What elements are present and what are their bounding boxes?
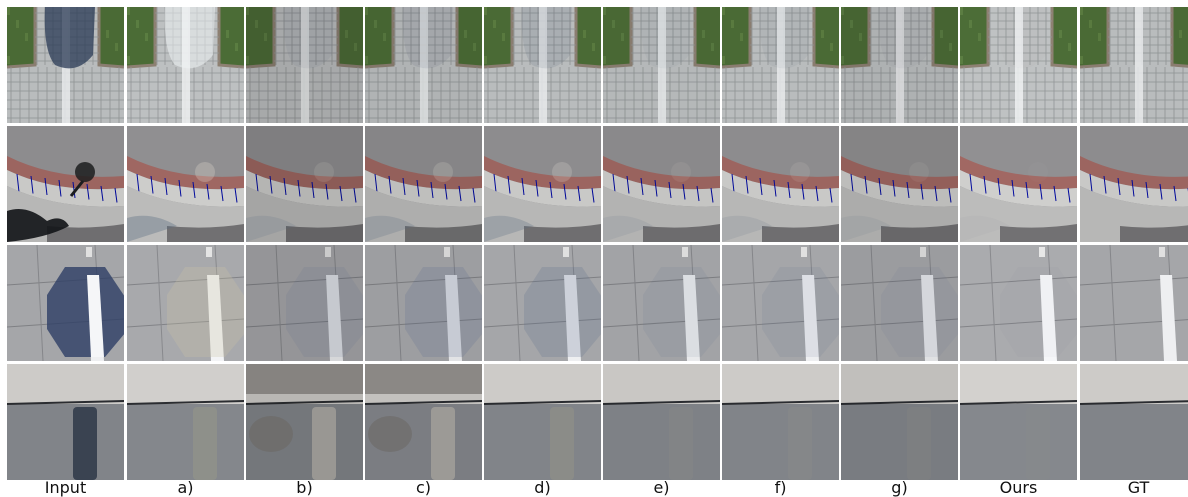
image-tile-stone-tiles-with-white-stripe-method-b: [246, 245, 363, 361]
umbrella-shadow-photo: [960, 7, 1077, 123]
image-tile-stone-tiles-with-white-stripe-gt: [1080, 245, 1188, 361]
person-and-tree-shadow-photo: [484, 126, 601, 242]
octagon-shadow-photo: [841, 245, 958, 361]
image-tile-paved-path-with-grass-method-b: [246, 7, 363, 123]
image-tile-stone-tiles-with-white-stripe-method-g: [841, 245, 958, 361]
image-tile-curb-with-brick-border-ours: [960, 126, 1077, 242]
pole-shadow-photo: [603, 364, 720, 480]
umbrella-shadow-photo: [365, 7, 482, 123]
image-tile-wall-and-floor-method-d: [484, 364, 601, 480]
pole-shadow-photo: [960, 364, 1077, 480]
person-and-tree-shadow-photo: [841, 126, 958, 242]
column-label: c): [415, 478, 432, 497]
image-tile-curb-with-brick-border-method-e: [603, 126, 720, 242]
image-tile-stone-tiles-with-white-stripe-ours: [960, 245, 1077, 361]
image-tile-curb-with-brick-border-method-c: [365, 126, 482, 242]
column-label: Ours: [999, 478, 1038, 497]
umbrella-shadow-photo: [246, 7, 363, 123]
column-label: f): [774, 478, 787, 497]
image-tile-stone-tiles-with-white-stripe-input: [7, 245, 124, 361]
column-label: Input: [44, 478, 87, 497]
column-label: b): [296, 478, 313, 497]
image-tile-paved-path-with-grass-method-c: [365, 7, 482, 123]
octagon-shadow-photo: [960, 245, 1077, 361]
image-tile-curb-with-brick-border-method-g: [841, 126, 958, 242]
image-tile-curb-with-brick-border-gt: [1080, 126, 1188, 242]
pole-shadow-photo: [841, 364, 958, 480]
pole-shadow-photo: [7, 364, 124, 480]
image-tile-curb-with-brick-border-method-b: [246, 126, 363, 242]
person-and-tree-shadow-photo: [127, 126, 244, 242]
image-tile-wall-and-floor-ours: [960, 364, 1077, 480]
column-label: e): [653, 478, 670, 497]
pole-shadow-photo: [722, 364, 839, 480]
octagon-shadow-photo: [722, 245, 839, 361]
person-and-tree-shadow-photo: [603, 126, 720, 242]
umbrella-shadow-photo: [841, 7, 958, 123]
image-tile-curb-with-brick-border-method-d: [484, 126, 601, 242]
image-tile-wall-and-floor-method-a: [127, 364, 244, 480]
person-and-tree-shadow-photo: [722, 126, 839, 242]
image-tile-wall-and-floor-gt: [1080, 364, 1188, 480]
image-tile-stone-tiles-with-white-stripe-method-c: [365, 245, 482, 361]
octagon-shadow-photo: [246, 245, 363, 361]
image-tile-paved-path-with-grass-method-e: [603, 7, 720, 123]
column-label: GT: [1127, 478, 1150, 497]
octagon-shadow-photo: [127, 245, 244, 361]
image-tile-stone-tiles-with-white-stripe-method-d: [484, 245, 601, 361]
umbrella-shadow-photo: [603, 7, 720, 123]
pole-shadow-photo: [365, 364, 482, 480]
umbrella-shadow-photo: [1080, 7, 1188, 123]
image-tile-wall-and-floor-method-f: [722, 364, 839, 480]
umbrella-shadow-photo: [7, 7, 124, 123]
image-tile-paved-path-with-grass-method-f: [722, 7, 839, 123]
pole-shadow-photo: [484, 364, 601, 480]
umbrella-shadow-photo: [127, 7, 244, 123]
umbrella-shadow-photo: [484, 7, 601, 123]
octagon-shadow-photo: [603, 245, 720, 361]
person-and-tree-shadow-photo: [365, 126, 482, 242]
image-tile-paved-path-with-grass-input: [7, 7, 124, 123]
pole-shadow-photo: [127, 364, 244, 480]
person-and-tree-shadow-photo: [1080, 126, 1188, 242]
image-tile-paved-path-with-grass-gt: [1080, 7, 1188, 123]
image-tile-curb-with-brick-border-input: [7, 126, 124, 242]
image-tile-stone-tiles-with-white-stripe-method-e: [603, 245, 720, 361]
octagon-shadow-photo: [365, 245, 482, 361]
pole-shadow-photo: [1080, 364, 1188, 480]
image-tile-wall-and-floor-input: [7, 364, 124, 480]
image-tile-wall-and-floor-method-b: [246, 364, 363, 480]
image-tile-wall-and-floor-method-g: [841, 364, 958, 480]
column-label: d): [534, 478, 551, 497]
image-tile-paved-path-with-grass-method-d: [484, 7, 601, 123]
image-tile-stone-tiles-with-white-stripe-method-a: [127, 245, 244, 361]
image-tile-paved-path-with-grass-method-g: [841, 7, 958, 123]
image-tile-wall-and-floor-method-c: [365, 364, 482, 480]
image-tile-curb-with-brick-border-method-f: [722, 126, 839, 242]
column-label: g): [891, 478, 908, 497]
person-and-tree-shadow-photo: [246, 126, 363, 242]
octagon-shadow-photo: [1080, 245, 1188, 361]
octagon-shadow-photo: [7, 245, 124, 361]
image-tile-curb-with-brick-border-method-a: [127, 126, 244, 242]
person-and-tree-shadow-photo: [960, 126, 1077, 242]
image-tile-wall-and-floor-method-e: [603, 364, 720, 480]
pole-shadow-photo: [246, 364, 363, 480]
umbrella-shadow-photo: [722, 7, 839, 123]
octagon-shadow-photo: [484, 245, 601, 361]
image-tile-paved-path-with-grass-ours: [960, 7, 1077, 123]
image-tile-stone-tiles-with-white-stripe-method-f: [722, 245, 839, 361]
column-label: a): [177, 478, 194, 497]
image-tile-paved-path-with-grass-method-a: [127, 7, 244, 123]
person-and-tree-shadow-photo: [7, 126, 124, 242]
